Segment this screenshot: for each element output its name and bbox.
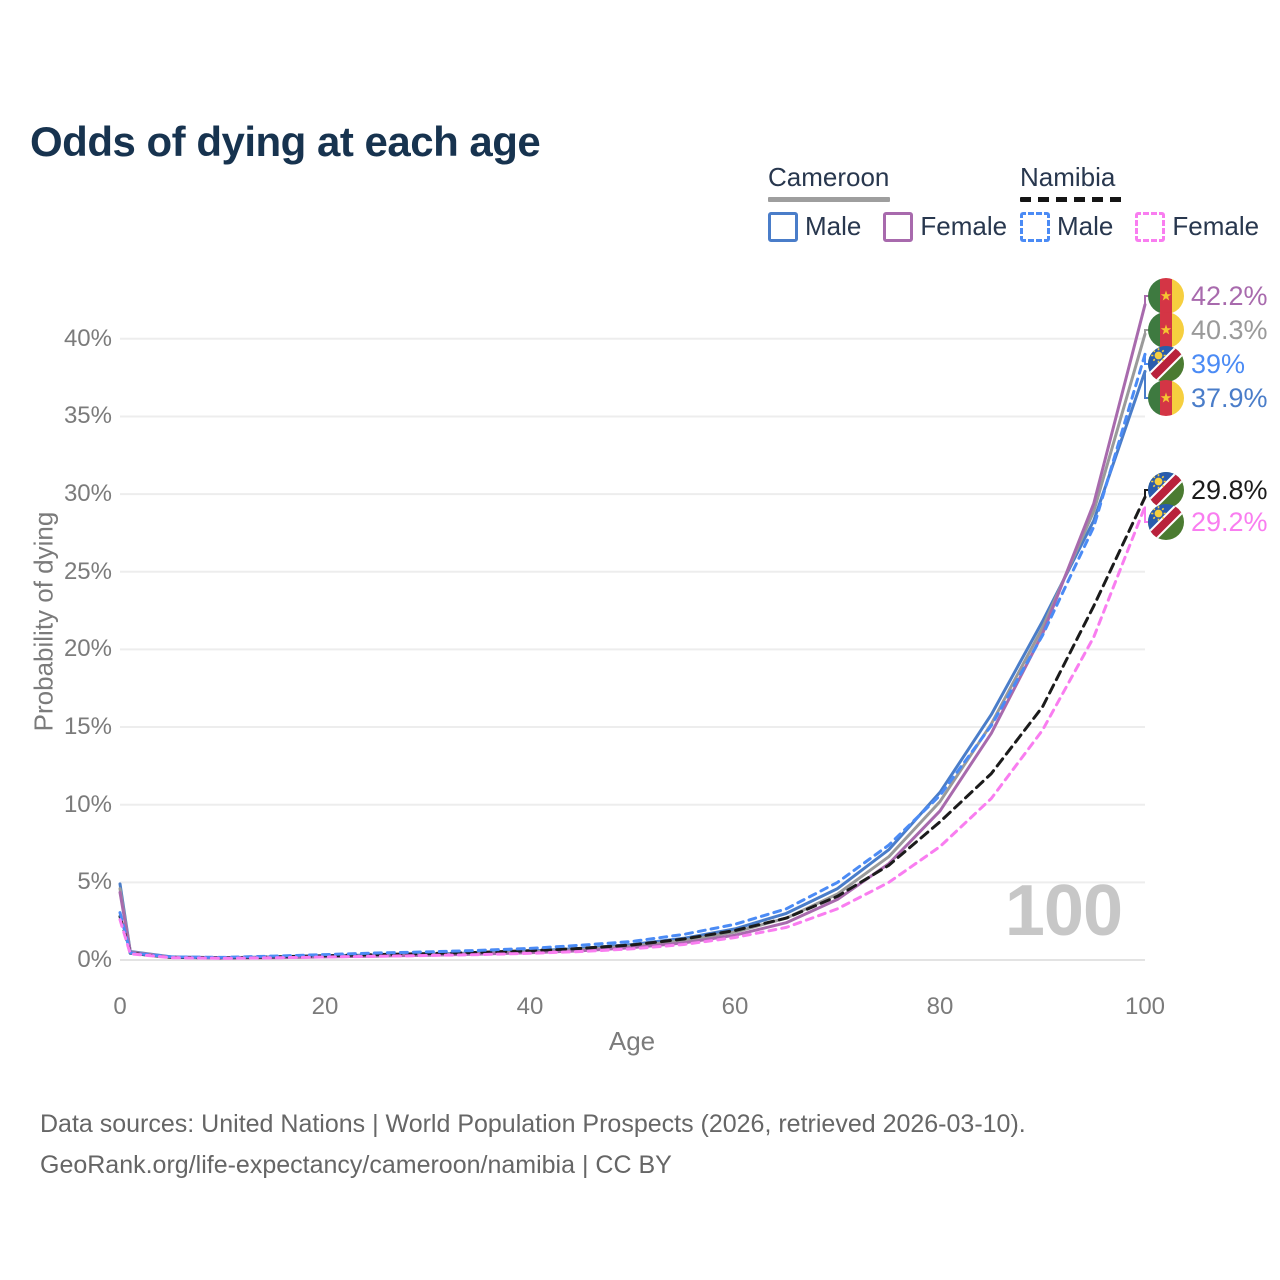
legend-label-cameroon-female: Female	[920, 211, 1008, 241]
cameroon-flag-icon	[1148, 312, 1184, 348]
x-tick-60: 60	[721, 993, 749, 1020]
y-tick-15: 15%	[63, 713, 112, 741]
cameroon-flag-icon	[1148, 380, 1184, 416]
legend-item-namibia-male: Male	[1020, 211, 1113, 242]
cameroon-flag-icon	[1148, 278, 1184, 314]
watermark-age-100: 100	[1004, 871, 1123, 951]
y-tick-10: 10%	[63, 790, 112, 818]
y-tick-30: 30%	[63, 480, 112, 508]
end-label-value: 29.2%	[1191, 506, 1268, 537]
x-tick-100: 100	[1124, 993, 1166, 1020]
legend-country-cameroon: Cameroon	[768, 162, 890, 192]
y-tick-20: 20%	[63, 635, 112, 663]
legend-underline-namibia	[1020, 197, 1126, 202]
end-label-namibia-both: 29.8%	[1148, 472, 1268, 508]
data-source-line2: GeoRank.org/life-expectancy/cameroon/nam…	[40, 1151, 672, 1179]
series-line-cameroon-female	[118, 303, 1147, 960]
y-tick-0: 0%	[77, 946, 112, 973]
end-label-namibia-female: 29.2%	[1148, 504, 1268, 540]
legend-country-namibia: Namibia	[1020, 162, 1116, 192]
legend-label-namibia-female: Female	[1172, 211, 1260, 241]
x-tick-0: 0	[113, 993, 127, 1020]
x-tick-80: 80	[926, 993, 954, 1020]
namibia-male-swatch-icon	[1020, 211, 1050, 242]
legend-label-cameroon-male: Male	[805, 211, 862, 241]
end-label-value: 39%	[1191, 348, 1246, 379]
series-line-namibia-male	[118, 352, 1147, 959]
y-tick-5: 5%	[77, 868, 112, 896]
cameroon-female-swatch-icon	[883, 211, 914, 242]
namibia-flag-icon	[1148, 504, 1184, 540]
y-tick-40: 40%	[63, 324, 112, 352]
end-label-cameroon-both: 40.3%	[1148, 312, 1268, 348]
y-axis-title: Probability of dying	[28, 511, 59, 732]
data-source-note: Data sources: United Nations | World Pop…	[40, 1104, 1026, 1186]
x-tick-40: 40	[516, 993, 544, 1020]
legend-item-namibia-female: Female	[1135, 211, 1259, 242]
end-label-cameroon-male: 37.9%	[1148, 380, 1268, 416]
namibia-flag-icon	[1148, 346, 1184, 382]
legend-label-namibia-male: Male	[1057, 211, 1114, 241]
end-label-value: 42.2%	[1191, 280, 1268, 311]
legend-group-cameroon: Cameroon Male Female	[768, 162, 1007, 242]
page-title: Odds of dying at each age	[30, 118, 541, 166]
legend-item-cameroon-female: Female	[883, 211, 1007, 242]
legend-items-cameroon: Male Female	[768, 211, 1007, 242]
end-label-namibia-male: 39%	[1148, 346, 1245, 382]
legend-group-namibia: Namibia Male Female	[1020, 162, 1259, 242]
namibia-female-swatch-icon	[1135, 211, 1166, 242]
legend-underline-cameroon	[768, 197, 890, 202]
x-tick-20: 20	[311, 993, 339, 1020]
namibia-flag-icon	[1148, 472, 1184, 508]
end-label-value: 37.9%	[1191, 382, 1268, 413]
y-tick-35: 35%	[63, 402, 112, 430]
end-label-value: 29.8%	[1191, 474, 1268, 505]
series-line-cameroon-both	[118, 332, 1147, 960]
series-line-namibia-female	[118, 505, 1147, 960]
end-label-value: 40.3%	[1191, 314, 1268, 345]
legend-item-cameroon-male: Male	[768, 211, 861, 242]
x-axis-title: Age	[608, 1026, 656, 1056]
end-label-cameroon-female: 42.2%	[1148, 278, 1268, 314]
y-tick-25: 25%	[63, 557, 112, 585]
cameroon-male-swatch-icon	[768, 211, 798, 242]
data-source-line1: Data sources: United Nations | World Pop…	[40, 1110, 1026, 1138]
legend-items-namibia: Male Female	[1020, 211, 1259, 242]
